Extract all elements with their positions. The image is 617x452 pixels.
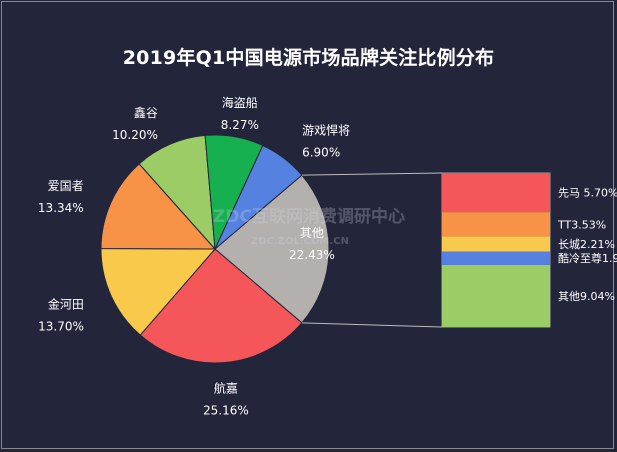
breakdown-label-4: 其他9.04% xyxy=(558,290,615,303)
breakdown-bar-segment-4 xyxy=(442,264,550,327)
slice-percent: 25.16% xyxy=(203,404,249,418)
slice-percent: 13.34% xyxy=(38,201,84,215)
slice-name: 金河田 xyxy=(48,297,84,312)
breakdown-bar-segment-0 xyxy=(442,173,550,213)
slice-name: 航嘉 xyxy=(214,381,238,396)
breakdown-label-0: 先马 5.70% xyxy=(558,187,617,200)
slice-label-other: 其他 22.43% xyxy=(289,226,335,262)
pie-slice-item-1 xyxy=(139,248,303,364)
connector-line-bottom xyxy=(301,322,443,328)
slice-percent: 10.20% xyxy=(112,128,158,142)
pie-slice-item-4 xyxy=(138,134,216,251)
slice-label-item-3: 爱国者 13.34% xyxy=(38,179,84,215)
slice-name: 其他 xyxy=(300,226,324,240)
slice-name: 爱国者 xyxy=(48,179,84,193)
slice-name: 海盗船 xyxy=(222,95,258,110)
slice-label-item-6: 游戏悍将 6.90% xyxy=(302,123,350,159)
watermark-sub: ZDC.ZOL.COM.CN xyxy=(251,236,349,247)
slice-percent: 13.70% xyxy=(38,320,84,334)
slice-percent: 22.43% xyxy=(289,248,335,262)
breakdown-bar-segment-2 xyxy=(442,236,550,252)
slice-label-item-5: 海盗船 8.27% xyxy=(221,95,259,132)
slice-name: 鑫谷 xyxy=(134,105,158,120)
pie-slice-other xyxy=(214,174,330,324)
watermark: ZDC互联网消费调研中心 ZDC.ZOL.COM.CN xyxy=(213,206,405,247)
slice-label-item-1: 航嘉 25.16% xyxy=(203,381,249,418)
chart-title: 2019年Q1中国电源市场品牌关注比例分布 xyxy=(122,47,495,69)
breakdown-bar-segment-1 xyxy=(442,212,550,237)
breakdown-label-3: 酷冷至尊1.95% xyxy=(558,251,617,265)
slice-percent: 8.27% xyxy=(221,118,259,132)
slice-label-item-4: 鑫谷 10.20% xyxy=(112,105,158,142)
watermark-main: ZDC互联网消费调研中心 xyxy=(213,206,405,227)
breakdown-bar-segment-3 xyxy=(442,251,550,265)
label-layer: 先马 5.70% TT3.53% 长城2.21%酷冷至尊1.95% 其他9.04% 其他… xyxy=(38,95,617,418)
connector-line-top xyxy=(301,172,443,176)
breakdown-label-1: TT3.53% xyxy=(557,218,606,231)
breakdown-bar-layer xyxy=(442,173,550,327)
slice-label-item-2: 金河田 13.70% xyxy=(38,297,84,334)
pie-slice-item-2 xyxy=(100,247,217,336)
breakdown-label-2: 长城2.21% xyxy=(558,238,615,251)
pie-layer xyxy=(100,134,330,364)
pie-slice-item-6 xyxy=(214,144,303,250)
pie-slice-item-3 xyxy=(100,163,217,250)
slice-percent: 6.90% xyxy=(302,145,340,159)
slice-name: 游戏悍将 xyxy=(302,123,350,137)
